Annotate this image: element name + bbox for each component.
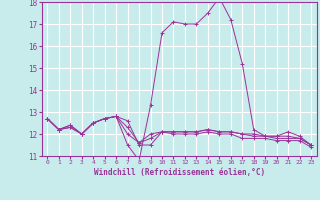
X-axis label: Windchill (Refroidissement éolien,°C): Windchill (Refroidissement éolien,°C) <box>94 168 265 177</box>
